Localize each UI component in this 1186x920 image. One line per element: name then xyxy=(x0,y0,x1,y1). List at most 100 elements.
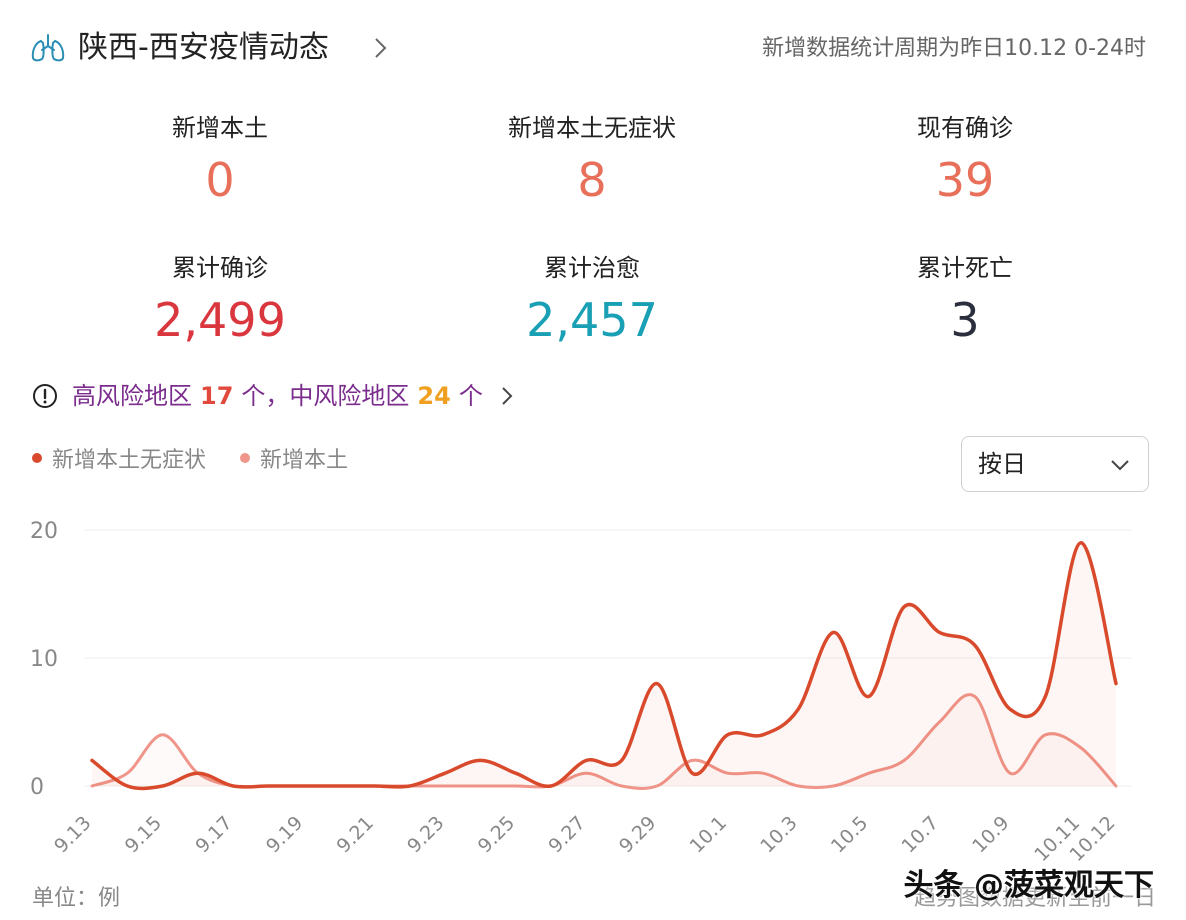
x-tick-label: 9.27 xyxy=(544,812,589,857)
stat-label: 新增本土无症状 xyxy=(508,114,676,142)
stat-period-note: 新增数据统计周期为昨日10.12 0-24时 xyxy=(762,36,1146,61)
stat-value: 2,457 xyxy=(526,293,658,347)
x-tick-label: 9.13 xyxy=(50,812,95,857)
x-tick-label: 9.29 xyxy=(615,812,660,857)
stat-value: 2,499 xyxy=(154,293,286,347)
stat-value: 3 xyxy=(950,293,980,347)
unit-label: 单位：例 xyxy=(32,886,121,911)
trend-chart: 0 10 20 9.13 9.15 9.17 9.19 9.21 9.23 9.25 9.27 9.2… xyxy=(30,519,1132,866)
data-point xyxy=(515,772,517,774)
series-area xyxy=(92,542,1116,789)
data-point xyxy=(197,772,199,774)
data-point xyxy=(726,734,728,736)
stat-value: 39 xyxy=(935,153,995,207)
period-select[interactable]: 按日 xyxy=(961,436,1149,492)
stat-total-confirmed: 累计确诊 2,499 xyxy=(70,252,370,350)
stat-value: 0 xyxy=(205,153,235,207)
mid-risk-label: 中风险地区 xyxy=(289,382,410,410)
card-header[interactable]: 陕西-西安疫情动态 新增数据统计周期为昨日10.12 0-24时 xyxy=(30,28,1146,68)
legend-label: 新增本土无症状 xyxy=(52,448,207,473)
stat-current-confirmed: 现有确诊 39 xyxy=(815,112,1115,210)
stat-label: 累计治愈 xyxy=(544,254,640,282)
series-area xyxy=(92,694,1116,789)
data-point xyxy=(338,785,340,787)
data-point xyxy=(903,606,905,608)
update-note: 趋势图数据更新至前一日 xyxy=(913,886,1156,911)
stat-label: 新增本土 xyxy=(172,114,268,142)
data-point xyxy=(691,759,693,761)
stat-label: 累计确诊 xyxy=(172,254,268,282)
data-point xyxy=(126,785,128,787)
data-point xyxy=(797,708,799,710)
watermark: 头条 @菠菜观天下 xyxy=(903,868,1154,903)
x-tick-label: 10.7 xyxy=(898,812,943,857)
high-risk-unit: 个， xyxy=(241,382,290,410)
legend-label: 新增本土 xyxy=(260,448,349,473)
high-risk-label: 高风险地区 xyxy=(72,382,192,410)
legend-item-local[interactable]: 新增本土 xyxy=(240,442,348,474)
data-point xyxy=(126,772,128,774)
data-point xyxy=(91,759,93,761)
mid-risk-count: 24 xyxy=(417,382,451,410)
data-point xyxy=(161,734,163,736)
lung-icon xyxy=(31,34,65,62)
chevron-right-icon[interactable] xyxy=(370,34,392,62)
data-point xyxy=(691,772,693,774)
data-point xyxy=(938,631,940,633)
stat-label: 现有确诊 xyxy=(917,114,1013,142)
data-point xyxy=(1044,695,1046,697)
legend-dot xyxy=(240,453,251,463)
legend-dot xyxy=(32,453,42,463)
data-point xyxy=(409,785,411,787)
x-tick-label: 9.19 xyxy=(262,812,307,857)
data-point xyxy=(373,785,375,787)
data-point xyxy=(444,772,446,774)
stat-new-asymptomatic: 新增本土无症状 8 xyxy=(442,112,742,210)
chevron-down-icon xyxy=(1111,460,1129,471)
y-tick-label: 10 xyxy=(30,647,58,672)
risk-areas-link[interactable]: 高风险地区 17 个， 中风险地区 24 个 xyxy=(32,378,515,414)
data-point xyxy=(267,785,269,787)
x-tick-label: 9.25 xyxy=(474,812,519,857)
epidemic-card: 陕西-西安疫情动态 新增数据统计周期为昨日10.12 0-24时 新增本土 0 … xyxy=(10,0,1176,920)
data-point xyxy=(1115,682,1117,684)
mid-risk-unit: 个 xyxy=(458,382,483,410)
legend-item-asymptomatic[interactable]: 新增本土无症状 xyxy=(32,442,206,474)
page-title: 陕西-西安疫情动态 xyxy=(78,30,329,65)
data-point xyxy=(1079,542,1081,544)
data-point xyxy=(1009,708,1011,710)
data-point xyxy=(620,759,622,761)
x-tick-label: 9.17 xyxy=(191,812,236,857)
high-risk-count: 17 xyxy=(200,382,234,410)
data-point xyxy=(232,785,234,787)
data-point xyxy=(656,682,658,684)
data-point xyxy=(974,644,976,646)
stat-total-deaths: 累计死亡 3 xyxy=(815,252,1115,350)
data-point xyxy=(585,759,587,761)
chart-legend: 新增本土无症状 新增本土 xyxy=(32,442,382,474)
series-line xyxy=(90,541,1118,791)
stat-total-cured: 累计治愈 2,457 xyxy=(442,252,742,350)
x-tick-label: 10.9 xyxy=(968,812,1013,857)
stat-new-local: 新增本土 0 xyxy=(70,112,370,210)
data-point xyxy=(868,695,870,697)
data-point xyxy=(303,785,305,787)
data-point xyxy=(550,785,552,787)
info-icon xyxy=(33,384,57,408)
x-tick-label: 10.3 xyxy=(756,812,801,857)
period-select-value: 按日 xyxy=(978,450,1026,478)
x-tick-label: 10.1 xyxy=(686,812,731,857)
data-point xyxy=(832,631,834,633)
x-tick-label: 9.15 xyxy=(121,812,166,857)
y-tick-label: 0 xyxy=(30,775,44,800)
data-point xyxy=(762,734,764,736)
chevron-right-icon xyxy=(502,387,513,405)
x-tick-label: 9.21 xyxy=(333,812,378,857)
y-tick-label: 20 xyxy=(30,519,58,544)
data-point xyxy=(161,785,163,787)
stat-value: 8 xyxy=(577,153,607,207)
stat-label: 累计死亡 xyxy=(917,254,1013,282)
data-point xyxy=(479,759,481,761)
x-tick-label: 10.5 xyxy=(827,812,872,857)
x-tick-label: 9.23 xyxy=(403,812,448,857)
